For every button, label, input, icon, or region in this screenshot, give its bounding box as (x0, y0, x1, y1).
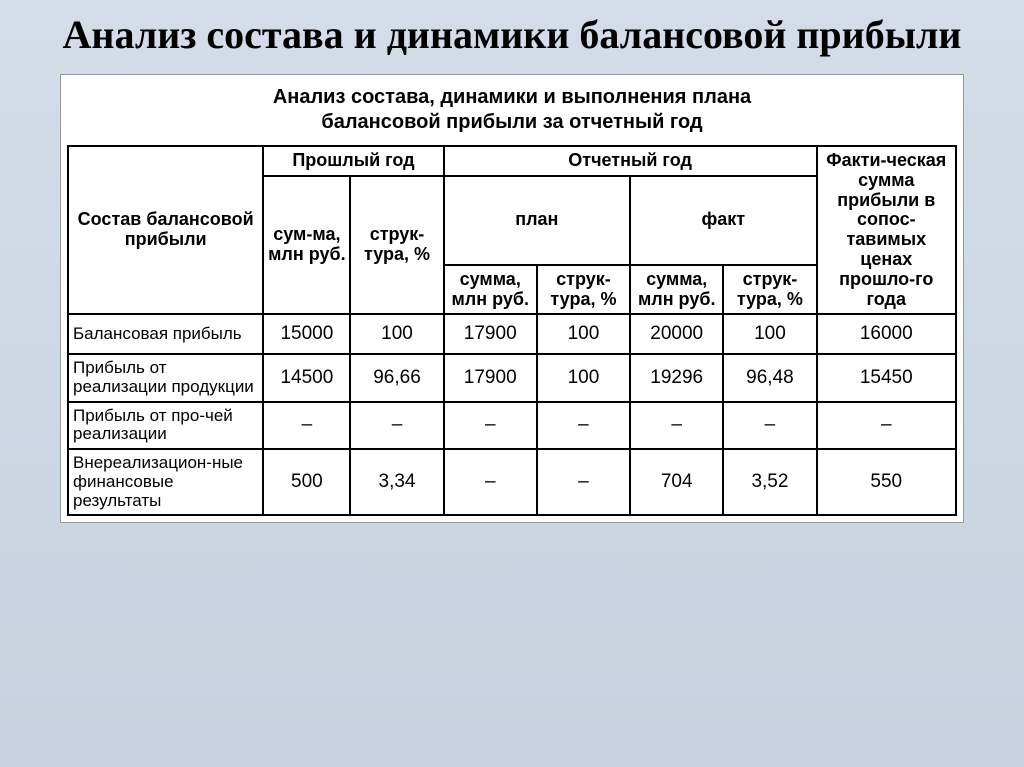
row-label: Прибыль от про-чей реализации (68, 402, 263, 449)
row-label: Внереализацион-ные финансовые результаты (68, 449, 263, 515)
header-row-1: Состав балансовой прибыли Прошлый год От… (68, 146, 956, 176)
cell: – (723, 402, 816, 449)
col-header-composition: Состав балансовой прибыли (68, 146, 263, 314)
table-caption-line1: Анализ состава, динамики и выполнения пл… (273, 86, 751, 108)
col-header-prev-struct: струк-тура, % (350, 176, 443, 315)
row-label: Прибыль от реализации продукции (68, 354, 263, 401)
cell: 3,34 (350, 449, 443, 515)
cell: 96,66 (350, 354, 443, 401)
profit-table: Состав балансовой прибыли Прошлый год От… (67, 145, 957, 516)
row-label: Балансовая прибыль (68, 314, 263, 354)
cell: 17900 (444, 314, 537, 354)
table-container: Анализ состава, динамики и выполнения пл… (60, 74, 964, 523)
cell: 19296 (630, 354, 723, 401)
table-row: Внереализацион-ные финансовые результаты… (68, 449, 956, 515)
cell: – (630, 402, 723, 449)
cell: – (444, 449, 537, 515)
cell: – (817, 402, 956, 449)
cell: – (263, 402, 350, 449)
cell: 17900 (444, 354, 537, 401)
table-caption: Анализ состава, динамики и выполнения пл… (67, 85, 957, 135)
cell: 100 (350, 314, 443, 354)
col-header-plan-struct: струк-тура, % (537, 265, 630, 315)
col-header-prev-sum: сум-ма, млн руб. (263, 176, 350, 315)
cell: 500 (263, 449, 350, 515)
cell: 704 (630, 449, 723, 515)
table-caption-line2: балансовой прибыли за отчетный год (321, 111, 702, 133)
cell: – (444, 402, 537, 449)
table-row: Прибыль от реализации продукции 14500 96… (68, 354, 956, 401)
col-header-plan-sum: сумма, млн руб. (444, 265, 537, 315)
col-header-comparable: Факти-ческая сумма прибыли в сопос-тавим… (817, 146, 956, 314)
col-header-plan: план (444, 176, 630, 265)
cell: 100 (537, 314, 630, 354)
col-header-prev-year: Прошлый год (263, 146, 443, 176)
col-header-fact-sum: сумма, млн руб. (630, 265, 723, 315)
cell: – (350, 402, 443, 449)
col-header-report-year: Отчетный год (444, 146, 817, 176)
table-row: Прибыль от про-чей реализации – – – – – … (68, 402, 956, 449)
col-header-fact: факт (630, 176, 816, 265)
cell: 20000 (630, 314, 723, 354)
cell: 96,48 (723, 354, 816, 401)
cell: 100 (723, 314, 816, 354)
cell: 550 (817, 449, 956, 515)
cell: 100 (537, 354, 630, 401)
cell: 15000 (263, 314, 350, 354)
cell: 16000 (817, 314, 956, 354)
cell: – (537, 402, 630, 449)
table-row: Балансовая прибыль 15000 100 17900 100 2… (68, 314, 956, 354)
cell: 15450 (817, 354, 956, 401)
cell: 3,52 (723, 449, 816, 515)
slide-title: Анализ состава и динамики балансовой при… (0, 0, 1024, 66)
cell: – (537, 449, 630, 515)
cell: 14500 (263, 354, 350, 401)
col-header-fact-struct: струк-тура, % (723, 265, 816, 315)
